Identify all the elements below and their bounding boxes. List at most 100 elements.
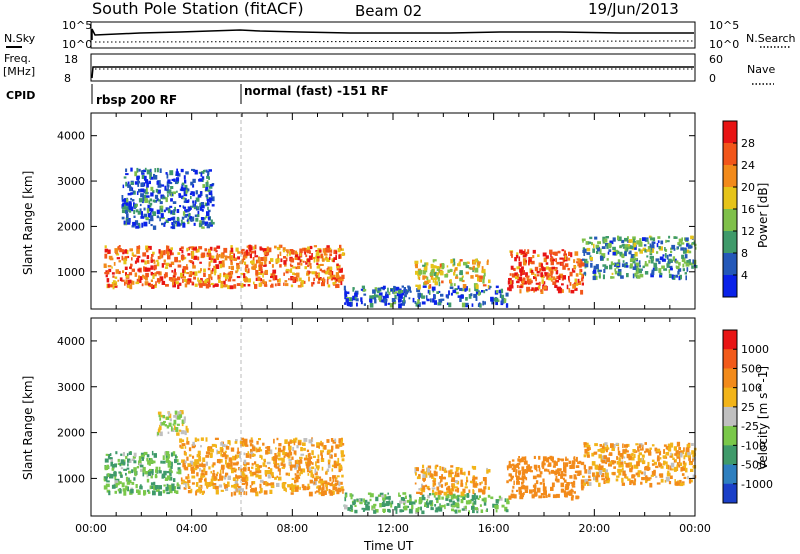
echo-cell xyxy=(171,486,175,491)
echo-cell xyxy=(538,262,543,268)
echo-cell xyxy=(623,456,626,459)
echo-cell xyxy=(460,483,464,487)
echo-cell xyxy=(536,271,540,274)
echo-cell xyxy=(540,263,543,268)
echo-cell xyxy=(522,255,527,258)
echo-cell xyxy=(242,441,245,447)
echo-cell xyxy=(679,452,683,458)
echo-cell xyxy=(434,465,437,470)
echo-cell xyxy=(121,204,124,207)
echo-cell xyxy=(235,454,238,459)
echo-cell xyxy=(656,251,659,254)
echo-cell xyxy=(511,280,514,285)
echo-cell xyxy=(578,258,581,263)
echo-cell xyxy=(595,275,598,280)
echo-cell xyxy=(200,222,204,225)
echo-cell xyxy=(518,470,522,475)
echo-cell xyxy=(422,485,426,490)
echo-cell xyxy=(182,279,184,283)
echo-cell xyxy=(133,467,137,472)
echo-cell xyxy=(176,471,179,474)
echo-cell xyxy=(618,450,621,456)
echo-cell xyxy=(394,294,397,300)
echo-cell xyxy=(314,271,317,277)
echo-cell xyxy=(537,465,540,468)
echo-cell xyxy=(402,509,405,512)
echo-cell xyxy=(234,479,238,485)
echo-cell xyxy=(295,266,299,270)
echo-cell xyxy=(447,485,451,491)
echo-cell xyxy=(151,273,155,276)
echo-cell xyxy=(632,236,636,240)
echo-cell xyxy=(426,276,429,281)
echo-cell xyxy=(603,480,606,484)
echo-cell xyxy=(186,280,190,285)
echo-cell xyxy=(426,504,429,508)
echo-cell xyxy=(666,472,671,477)
echo-cell xyxy=(191,255,194,259)
echo-region xyxy=(121,167,215,230)
echo-cell xyxy=(236,264,240,270)
echo-cell xyxy=(551,482,555,488)
echo-cell xyxy=(393,301,397,304)
echo-cell xyxy=(529,257,533,260)
echo-cell xyxy=(258,282,262,287)
echo-cell xyxy=(524,253,528,256)
echo-cell xyxy=(588,475,591,479)
echo-cell xyxy=(358,498,361,503)
echo-cell xyxy=(225,487,229,491)
echo-cell xyxy=(409,501,413,505)
echo-cell xyxy=(291,456,294,460)
echo-cell xyxy=(581,238,586,241)
echo-cell xyxy=(488,469,491,473)
echo-cell xyxy=(510,265,514,270)
echo-cell xyxy=(663,444,667,447)
echo-cell xyxy=(202,184,205,188)
echo-cell xyxy=(192,265,196,269)
echo-cell xyxy=(574,278,577,283)
echo-cell xyxy=(327,284,331,288)
echo-cell xyxy=(511,273,516,278)
echo-cell xyxy=(385,496,390,500)
echo-cell xyxy=(143,213,148,218)
echo-cell xyxy=(668,253,672,257)
echo-cell xyxy=(424,275,428,279)
colorbar-tick-label: 4 xyxy=(741,269,748,282)
echo-cell xyxy=(202,280,204,286)
ytick-label: 1000 xyxy=(57,472,85,485)
echo-cell xyxy=(638,444,642,449)
echo-cell xyxy=(160,460,163,464)
echo-cell xyxy=(426,295,428,300)
echo-cell xyxy=(511,489,514,493)
echo-cell xyxy=(240,251,244,255)
echo-cell xyxy=(580,461,585,466)
echo-cell xyxy=(188,259,191,263)
echo-cell xyxy=(417,292,421,298)
echo-cell xyxy=(617,269,622,274)
echo-cell xyxy=(299,456,303,459)
echo-cell xyxy=(112,280,116,284)
echo-cell xyxy=(664,479,667,483)
colorbar-frame xyxy=(722,329,738,504)
echo-cell xyxy=(138,188,141,193)
echo-cell xyxy=(254,284,258,289)
echo-region xyxy=(103,244,346,290)
echo-cell xyxy=(432,278,435,283)
echo-cell xyxy=(564,468,567,473)
echo-cell xyxy=(240,248,245,252)
echo-cell xyxy=(439,505,443,508)
echo-cell xyxy=(374,299,377,304)
echo-cell xyxy=(378,292,383,297)
echo-cell xyxy=(141,172,145,175)
colorbar-swatch xyxy=(723,143,737,166)
echo-cell xyxy=(178,469,182,475)
echo-cell xyxy=(300,471,303,475)
echo-cell xyxy=(296,476,301,479)
echo-cell xyxy=(317,281,321,284)
echo-cell xyxy=(143,221,148,227)
echo-cell xyxy=(170,247,173,251)
echo-cell xyxy=(350,302,352,307)
echo-cell xyxy=(270,258,274,262)
echo-cell xyxy=(215,489,219,495)
